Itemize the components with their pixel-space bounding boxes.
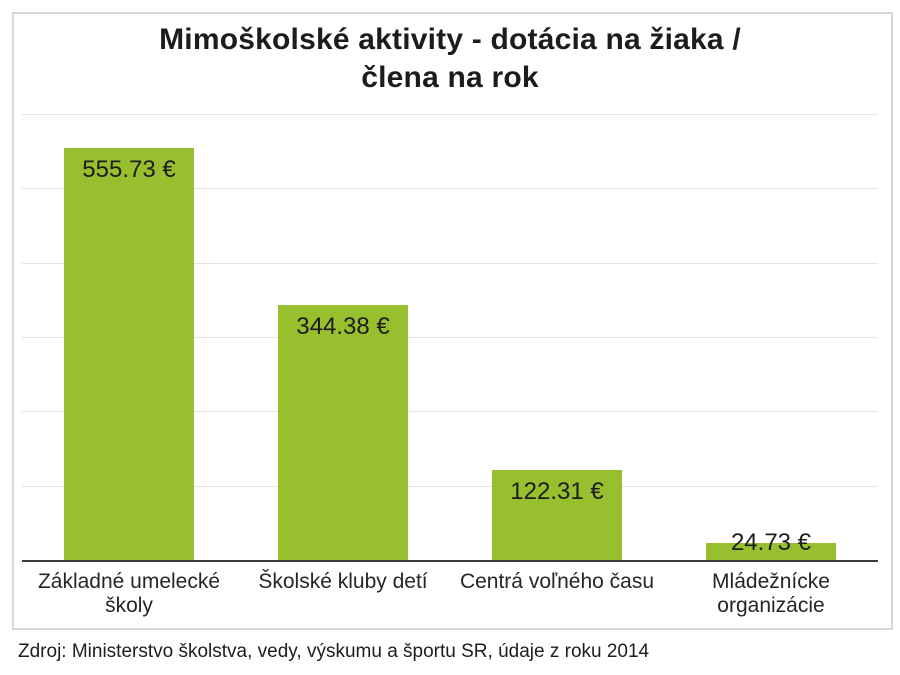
bar-value-label-3: 122.31 € xyxy=(510,478,604,506)
bar-2 xyxy=(278,305,408,561)
bar-1 xyxy=(64,147,194,561)
chart-title-line-1: Mimoškolské aktivity - dotácia na žiaka … xyxy=(159,23,741,56)
bar-3 xyxy=(492,470,622,561)
plot-area: 555.73 € 344.38 € 122.31 € 24.73 € xyxy=(22,114,878,562)
x-axis-category-label-2: Školské kluby detí xyxy=(258,570,428,593)
gridline-400 xyxy=(22,262,878,264)
chart-title-line-2: člena na rok xyxy=(361,61,539,94)
gridline-500 xyxy=(22,188,878,190)
bar-value-label-4: 24.73 € xyxy=(730,528,812,556)
gridline-300 xyxy=(22,337,878,338)
x-axis-category-label-3: Centrá voľného času xyxy=(459,570,655,593)
source-note: Zdroj: Ministerstvo školstva, vedy, výsk… xyxy=(18,641,650,662)
x-axis-category-label-1: Základné umelecké školy xyxy=(37,570,221,617)
bar-value-label-2: 344.38 € xyxy=(296,313,390,340)
bar-4 xyxy=(706,542,836,561)
chart-title: Mimoškolské aktivity - dotácia na žiaka … xyxy=(40,21,860,97)
gridline-100 xyxy=(22,485,878,487)
gridline-600 xyxy=(22,114,878,115)
x-axis-category-label-4: Mládežnícke organizácie xyxy=(712,570,830,617)
gridline-200 xyxy=(22,411,878,413)
x-axis-line xyxy=(22,560,878,562)
bar-value-label-1: 555.73 € xyxy=(82,155,176,183)
